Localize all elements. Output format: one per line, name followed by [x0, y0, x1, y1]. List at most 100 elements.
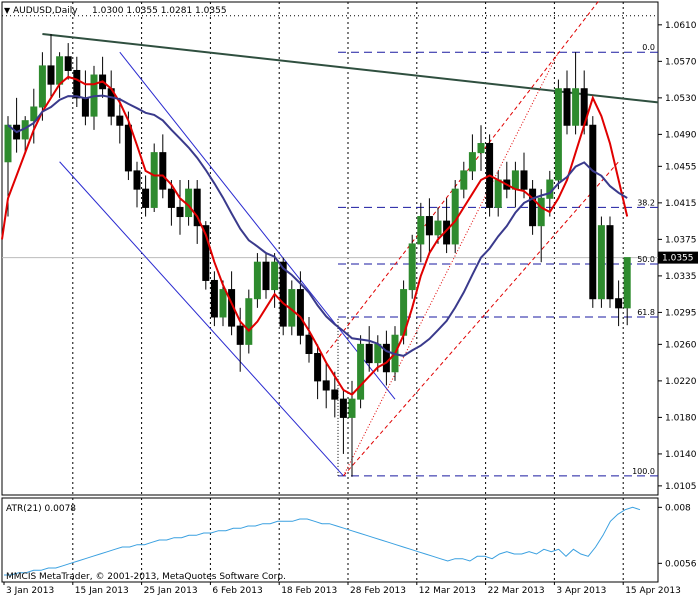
time-tick-label: 12 Mar 2013 [419, 586, 476, 596]
candle-body[interactable] [546, 179, 554, 199]
candle-body[interactable] [597, 225, 605, 300]
candle-body[interactable] [520, 170, 528, 190]
price-tick-label: 1.0415 [665, 199, 697, 209]
atr-panel-frame [1, 497, 659, 583]
candle-body[interactable] [56, 56, 64, 85]
channel-upper-line [119, 51, 396, 400]
price-tick-label: 1.0610 [665, 21, 697, 31]
candle-body[interactable] [150, 152, 158, 208]
candle-body[interactable] [159, 152, 167, 190]
rising-channel-median [342, 51, 559, 477]
candle-body[interactable] [589, 124, 597, 300]
candle-body[interactable] [245, 298, 253, 345]
time-tick-label: 3 Jan 2013 [6, 586, 54, 596]
candle-body[interactable] [314, 352, 322, 382]
candle-body[interactable] [262, 261, 270, 291]
candle-body[interactable] [615, 298, 623, 309]
ohlc-label: 1.0300 1.0355 1.0281 1.0355 [92, 6, 227, 16]
fib-level-label: 38.2 [637, 198, 655, 207]
candle-body[interactable] [4, 124, 12, 163]
candle-body[interactable] [365, 343, 373, 364]
candle-body[interactable] [348, 398, 356, 418]
time-tick-label: 6 Feb 2013 [212, 586, 262, 596]
candle-body[interactable] [339, 398, 347, 418]
current-price-label: 1.0355 [662, 254, 694, 264]
candle-body[interactable] [357, 343, 365, 400]
price-tick-label: 1.0295 [665, 308, 697, 318]
candle-body[interactable] [124, 124, 132, 172]
candle-body[interactable] [167, 188, 175, 208]
atr-label: ATR(21) 0.0078 [6, 504, 76, 514]
candle-body[interactable] [322, 380, 330, 391]
candle-body[interactable] [554, 88, 562, 181]
price-tick-label: 1.0375 [665, 235, 697, 245]
candle-body[interactable] [529, 188, 537, 227]
candle-body[interactable] [572, 88, 580, 126]
candle-body[interactable] [434, 220, 442, 236]
fib-level-label: 0.0 [642, 43, 655, 52]
price-tick-label: 1.0530 [665, 94, 697, 104]
candle-body[interactable] [176, 206, 184, 218]
time-tick-label: 3 Apr 2013 [556, 586, 606, 596]
price-tick-label: 1.0570 [665, 57, 697, 67]
candle-body[interactable] [331, 389, 339, 400]
candle-body[interactable] [374, 343, 382, 364]
candle-body[interactable] [305, 334, 313, 354]
price-tick-label: 1.0335 [665, 272, 697, 282]
candle-body[interactable] [279, 261, 287, 327]
slow-moving-average [7, 94, 628, 357]
candle-body[interactable] [133, 170, 141, 190]
price-tick-label: 1.0260 [665, 340, 697, 350]
candle-body[interactable] [210, 279, 218, 318]
candle-body[interactable] [64, 56, 72, 71]
candle-body[interactable] [477, 143, 485, 154]
candle-body[interactable] [296, 289, 304, 336]
copyright-label: MMCIS MetaTrader, © 2001-2013, MetaQuote… [6, 572, 286, 582]
candle-body[interactable] [425, 216, 433, 236]
candle-body[interactable] [236, 325, 244, 345]
atr-line [4, 506, 641, 576]
candle-body[interactable] [81, 97, 89, 117]
price-tick-label: 1.0490 [665, 130, 697, 140]
time-axis: 3 Jan 2013 15 Jan 2013 25 Jan 2013 6 Feb 20… [3, 582, 681, 596]
symbol-label: AUDUSD,Daily [13, 6, 78, 16]
price-tick-label: 1.0140 [665, 450, 697, 460]
candle-body[interactable] [623, 257, 631, 309]
price-tick-label: 1.0180 [665, 413, 697, 423]
price-tick-label: 1.0105 [665, 482, 697, 492]
candle-body[interactable] [537, 197, 545, 227]
atr-indicator [4, 506, 641, 576]
candle-body[interactable] [271, 261, 279, 291]
time-tick-label: 28 Feb 2013 [350, 586, 406, 596]
dropdown-arrow-icon[interactable]: ▼ [4, 6, 11, 15]
candle-body[interactable] [408, 243, 416, 291]
candle-body[interactable] [73, 69, 81, 99]
candle-body[interactable] [142, 188, 150, 208]
candle-body[interactable] [30, 106, 38, 122]
candle-body[interactable] [494, 179, 502, 208]
fib-level-label: 61.8 [637, 308, 655, 317]
candle-body[interactable] [38, 65, 46, 108]
candle-body[interactable] [202, 225, 210, 281]
fib-level-label: 100.0 [632, 467, 655, 476]
candle-body[interactable] [116, 115, 124, 126]
fast-moving-average [1, 75, 629, 396]
candle-body[interactable] [417, 216, 425, 245]
fib-level-label: 50.0 [637, 255, 655, 264]
current-price-box [658, 251, 698, 264]
candle-body[interactable] [606, 225, 614, 300]
candle-body[interactable] [468, 152, 476, 172]
time-tick-label: 22 Mar 2013 [488, 586, 545, 596]
price-tick-label: 1.0220 [665, 377, 697, 387]
candle-body[interactable] [193, 188, 201, 227]
time-tick-label: 25 Jan 2013 [144, 586, 198, 596]
candle-body[interactable] [563, 88, 571, 126]
price-tick-label: 1.0455 [665, 162, 697, 172]
candle-body[interactable] [460, 170, 468, 190]
moving-averages [1, 75, 629, 396]
candle-body[interactable] [511, 170, 519, 190]
candle-body[interactable] [219, 289, 227, 318]
candle-body[interactable] [253, 261, 261, 300]
candle-body[interactable] [47, 65, 55, 85]
